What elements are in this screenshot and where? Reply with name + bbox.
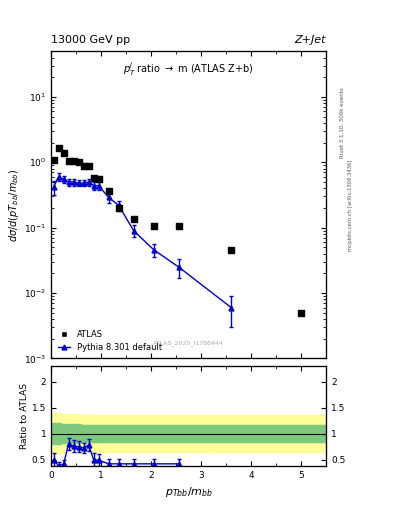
ATLAS xyxy=(50,156,57,164)
ATLAS xyxy=(70,157,77,165)
ATLAS xyxy=(81,162,87,170)
Text: 13000 GeV pp: 13000 GeV pp xyxy=(51,35,130,45)
ATLAS xyxy=(228,246,234,254)
ATLAS xyxy=(95,175,102,183)
ATLAS xyxy=(105,187,112,196)
Text: Z+Jet: Z+Jet xyxy=(295,35,326,45)
ATLAS xyxy=(85,162,92,170)
ATLAS xyxy=(116,204,122,212)
ATLAS xyxy=(75,158,82,166)
ATLAS xyxy=(130,215,137,223)
ATLAS xyxy=(61,148,67,157)
Text: Rivet 3.1.10, 300k events: Rivet 3.1.10, 300k events xyxy=(340,88,345,158)
Y-axis label: $d\sigma/d(pT_{bb}/m_{bb})$: $d\sigma/d(pT_{bb}/m_{bb})$ xyxy=(7,168,21,242)
ATLAS xyxy=(176,222,182,230)
Legend: ATLAS, Pythia 8.301 default: ATLAS, Pythia 8.301 default xyxy=(55,327,165,354)
Text: $p_T^j$ ratio $\rightarrow$ m (ATLAS Z+b): $p_T^j$ ratio $\rightarrow$ m (ATLAS Z+b… xyxy=(123,60,254,78)
ATLAS xyxy=(55,144,62,152)
ATLAS xyxy=(151,222,157,230)
ATLAS xyxy=(90,174,97,182)
X-axis label: $p_{Tbb}/m_{bb}$: $p_{Tbb}/m_{bb}$ xyxy=(165,485,213,499)
Y-axis label: Ratio to ATLAS: Ratio to ATLAS xyxy=(20,383,29,449)
ATLAS xyxy=(298,309,304,317)
ATLAS xyxy=(66,157,72,165)
Text: ATLAS_2020_I1788444: ATLAS_2020_I1788444 xyxy=(153,340,224,346)
Text: mcplots.cern.ch [arXiv:1306.3436]: mcplots.cern.ch [arXiv:1306.3436] xyxy=(348,159,353,250)
